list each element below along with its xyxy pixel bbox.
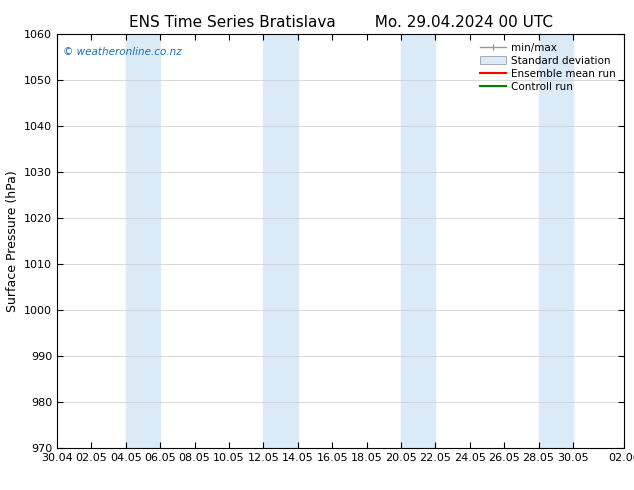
Text: © weatheronline.co.nz: © weatheronline.co.nz [63,47,181,57]
Bar [401,34,436,448]
Bar [126,34,160,448]
Bar [538,34,573,448]
Title: ENS Time Series Bratislava        Mo. 29.04.2024 00 UTC: ENS Time Series Bratislava Mo. 29.04.202… [129,15,553,30]
Bar [263,34,298,448]
Y-axis label: Surface Pressure (hPa): Surface Pressure (hPa) [6,171,18,312]
Legend: min/max, Standard deviation, Ensemble mean run, Controll run: min/max, Standard deviation, Ensemble me… [477,40,619,95]
